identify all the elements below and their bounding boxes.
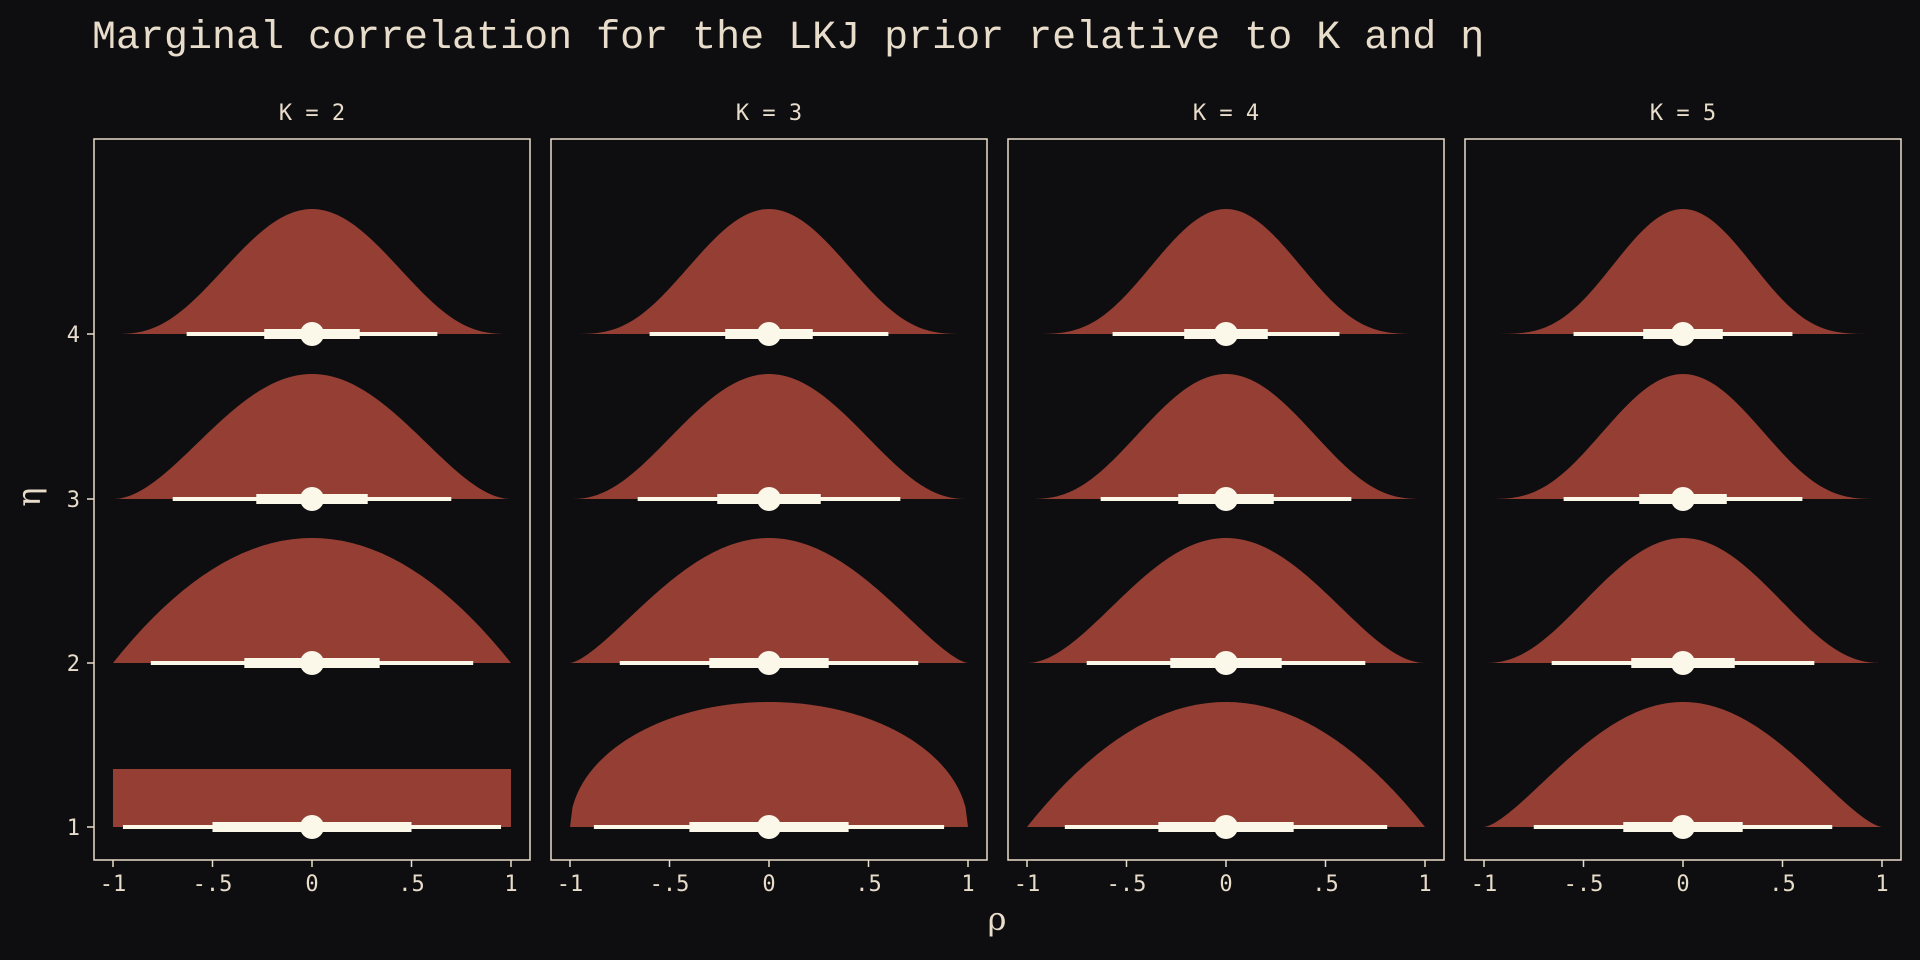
x-tick-label: 1	[1418, 872, 1431, 897]
density-k5-eta2	[1484, 538, 1882, 663]
density-k4-eta3	[1027, 374, 1425, 499]
y-tick-label-4: 4	[67, 323, 80, 348]
x-tick-label: -1	[1014, 872, 1041, 897]
density-k2-eta2	[113, 538, 511, 663]
median-point-k3-eta2	[757, 651, 781, 675]
median-point-k2-eta4	[300, 322, 324, 346]
panel-k4: K = 4 -1 -.5 0 .5 1	[1007, 101, 1445, 897]
y-tick-label-3: 3	[67, 488, 80, 513]
x-tick-label: .5	[398, 872, 425, 897]
density-k5-eta4	[1484, 209, 1882, 334]
density-k5-eta3	[1484, 374, 1882, 499]
density-k4-eta4	[1027, 209, 1425, 334]
panel-k3: K = 3 -1 -.5 0 .5 1	[550, 101, 988, 897]
median-point-k5-eta3	[1671, 487, 1695, 511]
median-point-k2-eta3	[300, 487, 324, 511]
median-point-k3-eta4	[757, 322, 781, 346]
density-k4-eta2	[1027, 538, 1425, 663]
x-tick-label: 0	[305, 872, 318, 897]
x-tick-label: .5	[1769, 872, 1796, 897]
y-tick-label-1: 1	[67, 816, 80, 841]
x-tick-label: -.5	[650, 872, 690, 897]
median-point-k3-eta3	[757, 487, 781, 511]
density-k3-eta4	[570, 209, 968, 334]
median-point-k5-eta1	[1671, 815, 1695, 839]
x-tick-label: 1	[961, 872, 974, 897]
y-tick-label-2: 2	[67, 652, 80, 677]
x-tick-label: .5	[1312, 872, 1339, 897]
density-k2-eta4	[113, 209, 511, 334]
x-tick-label: -1	[100, 872, 127, 897]
panels-group: 1 2 3 4 K = 2 -1 -.5 0 .5 1 K = 3 -1 -.5 0 .5 1 K = 4 -1 -…	[67, 101, 1902, 897]
x-tick-label: -1	[1471, 872, 1498, 897]
median-point-k4-eta2	[1214, 651, 1238, 675]
median-point-k5-eta4	[1671, 322, 1695, 346]
x-tick-label: -.5	[193, 872, 233, 897]
density-k2-eta1	[113, 769, 511, 827]
density-k3-eta3	[570, 374, 968, 499]
density-k5-eta1	[1484, 702, 1882, 827]
median-point-k3-eta1	[757, 815, 781, 839]
panel-label-k5: K = 5	[1650, 101, 1716, 126]
x-tick-label: 0	[1219, 872, 1232, 897]
median-point-k4-eta1	[1214, 815, 1238, 839]
panel-label-k3: K = 3	[736, 101, 802, 126]
panel-k5: K = 5 -1 -.5 0 .5 1	[1464, 101, 1902, 897]
median-point-k2-eta1	[300, 815, 324, 839]
density-k2-eta3	[113, 374, 511, 499]
x-tick-label: 1	[504, 872, 517, 897]
x-tick-label: -.5	[1564, 872, 1604, 897]
x-tick-label: -.5	[1107, 872, 1147, 897]
x-tick-label: 1	[1875, 872, 1888, 897]
x-tick-label: 0	[762, 872, 775, 897]
median-point-k2-eta2	[300, 651, 324, 675]
density-k3-eta1	[570, 702, 968, 827]
x-tick-label: -1	[557, 872, 584, 897]
panel-label-k4: K = 4	[1193, 101, 1259, 126]
panel-label-k2: K = 2	[279, 101, 345, 126]
x-axis-label: ρ	[988, 900, 1007, 938]
median-point-k4-eta4	[1214, 322, 1238, 346]
x-tick-label: 0	[1676, 872, 1689, 897]
density-k3-eta2	[570, 538, 968, 663]
y-axis-label: η	[10, 487, 48, 506]
panel-k2: K = 2 -1 -.5 0 .5 1	[93, 101, 531, 897]
x-tick-label: .5	[855, 872, 882, 897]
density-k4-eta1	[1027, 702, 1425, 827]
median-point-k4-eta3	[1214, 487, 1238, 511]
median-point-k5-eta2	[1671, 651, 1695, 675]
chart-title: Marginal correlation for the LKJ prior r…	[92, 16, 1484, 61]
